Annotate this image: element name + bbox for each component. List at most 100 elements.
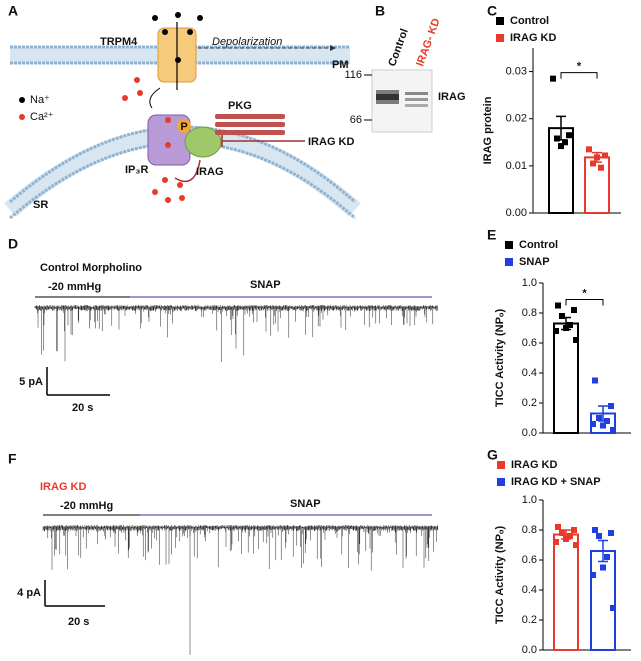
- panel-label: A: [8, 3, 18, 19]
- y-tick-label: 0.4: [522, 367, 537, 379]
- legend-swatch: [496, 34, 504, 42]
- y-tick-label: 0.00: [506, 207, 527, 219]
- legend-label: Ca²⁺: [30, 111, 54, 123]
- inhibition-line: [174, 159, 201, 183]
- band: [405, 98, 428, 101]
- panel-label: G: [487, 447, 498, 463]
- data-point: [562, 139, 568, 146]
- scale-label: 4 pA: [17, 587, 41, 599]
- na-ions: [152, 12, 203, 63]
- legend-swatch: [496, 17, 504, 25]
- pkg-shape: [215, 114, 285, 135]
- y-tick-label: 0.0: [522, 427, 537, 439]
- legend-swatch: [505, 258, 513, 266]
- panel-label: C: [487, 3, 497, 19]
- band-label: IRAG: [438, 91, 466, 103]
- trace-title: IRAG KD: [40, 481, 87, 493]
- data-point: [610, 605, 616, 611]
- data-point: [598, 164, 604, 171]
- western-blot: B 116 66 Control IRAG- KD IRAG: [344, 3, 466, 133]
- scale-label: 20 s: [68, 616, 89, 628]
- data-point: [608, 530, 614, 536]
- marker-label: 116: [344, 69, 362, 81]
- label: TRPM4: [100, 36, 138, 48]
- data-point: [559, 313, 565, 319]
- legend-swatch: [497, 478, 505, 486]
- scale-label: 20 s: [72, 402, 93, 414]
- data-point: [573, 542, 579, 548]
- y-axis-label: TICC Activity (NPₒ): [494, 309, 506, 408]
- data-point: [604, 554, 610, 560]
- label: P: [180, 121, 187, 133]
- diagram: A Na⁺ Ca²⁺ TRPM4 Depolarization PM: [4, 3, 361, 220]
- significance-bracket: [565, 299, 604, 306]
- legend-label: IRAG KD: [511, 459, 558, 471]
- band: [376, 94, 399, 100]
- significance: *: [582, 287, 587, 299]
- legend-label: Control: [519, 239, 558, 251]
- legend-swatch: [505, 241, 513, 249]
- panel-label: F: [8, 451, 17, 467]
- y-tick-label: 0.03: [506, 65, 527, 77]
- trace-panel: F IRAG KD -20 mmHg SNAP 4 pA 20 s: [8, 451, 439, 655]
- bar: [584, 156, 610, 214]
- data-point: [596, 415, 602, 421]
- significance: *: [577, 61, 582, 73]
- data-point: [567, 322, 573, 328]
- lane-label: IRAG- KD: [414, 17, 442, 68]
- y-tick-label: 0.8: [522, 307, 537, 319]
- current-trace: [42, 525, 439, 655]
- data-point: [604, 418, 610, 424]
- data-point: [592, 527, 598, 533]
- y-tick-label: 0.2: [522, 397, 537, 409]
- legend-label: Control: [510, 15, 549, 27]
- label: PM: [332, 59, 349, 71]
- data-point: [554, 135, 560, 142]
- y-tick-label: 1.0: [522, 277, 537, 289]
- irag-protein: [184, 126, 222, 158]
- data-point: [550, 75, 556, 82]
- label: SR: [33, 199, 48, 211]
- treatment-label: SNAP: [250, 279, 281, 291]
- panel-label: D: [8, 236, 18, 252]
- data-point: [610, 427, 616, 433]
- data-point: [571, 307, 577, 313]
- label: IRAG KD: [308, 136, 355, 148]
- error-bar: [598, 539, 608, 563]
- data-point: [567, 533, 573, 539]
- trace-panel: D Control Morpholino -20 mmHg SNAP 5 pA …: [8, 236, 438, 414]
- data-point: [555, 524, 561, 530]
- y-tick-label: 0.0: [522, 644, 537, 656]
- y-tick-label: 0.01: [506, 160, 527, 172]
- significance-bracket: [560, 72, 598, 79]
- data-point: [600, 564, 606, 571]
- data-point: [555, 302, 561, 309]
- trace-title: Control Morpholino: [40, 262, 142, 274]
- y-tick-label: 1.0: [522, 494, 537, 506]
- phospho: [177, 119, 191, 133]
- scale-label: 5 pA: [19, 376, 43, 388]
- ca-ions: [122, 77, 185, 203]
- data-point: [563, 536, 569, 542]
- treatment-label: SNAP: [290, 498, 321, 510]
- band: [405, 104, 428, 107]
- marker-label: 66: [350, 114, 362, 126]
- y-tick-label: 0.4: [522, 584, 537, 596]
- data-point: [558, 143, 564, 150]
- data-point: [592, 377, 598, 384]
- label: IRAG: [196, 166, 224, 178]
- label: PKG: [228, 100, 252, 112]
- data-point: [553, 328, 559, 334]
- legend-label: SNAP: [519, 256, 550, 268]
- current-trace: [34, 305, 438, 362]
- data-point: [590, 572, 596, 578]
- panel-label: E: [487, 227, 496, 243]
- pressure-label: -20 mmHg: [60, 500, 113, 512]
- data-point: [573, 337, 579, 343]
- panel-label: B: [375, 3, 385, 19]
- data-point: [571, 527, 577, 533]
- data-point: [596, 533, 602, 539]
- data-point: [600, 422, 606, 429]
- legend-label: IRAG KD: [510, 32, 557, 44]
